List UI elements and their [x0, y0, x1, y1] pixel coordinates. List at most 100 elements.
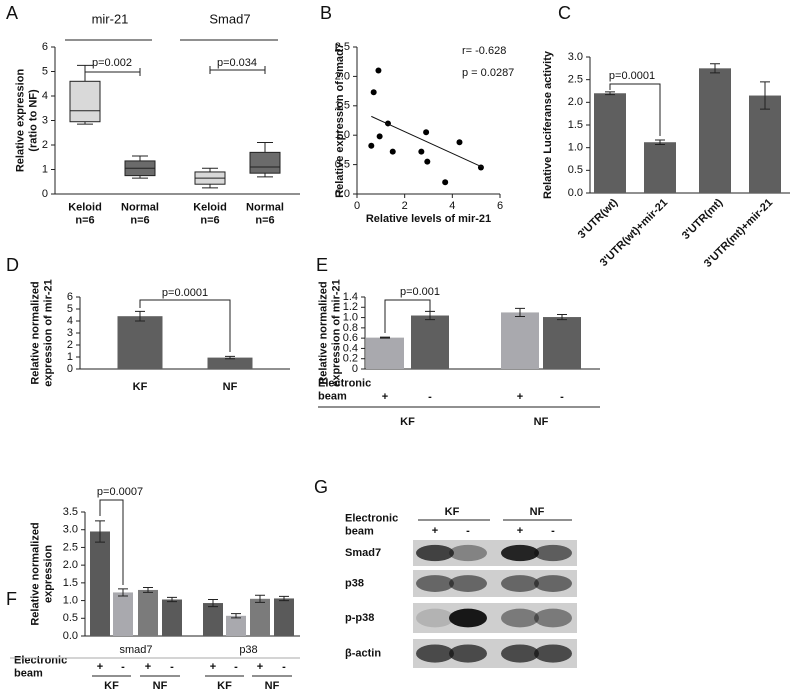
- y-tick-label: 2.0: [63, 559, 78, 571]
- beam-label: -: [234, 661, 238, 673]
- error-bar: [710, 63, 720, 74]
- y-tick-label: 1.5: [335, 100, 350, 112]
- panel-label: A: [6, 3, 18, 23]
- panel-label: C: [558, 3, 571, 23]
- panel-label: B: [320, 3, 332, 23]
- y-tick-label: 1.0: [343, 311, 358, 323]
- whisker-low: [257, 173, 273, 178]
- error-bar: [557, 313, 567, 321]
- band: [449, 608, 487, 628]
- beam-label: -: [560, 391, 564, 403]
- y-tick-label: 0.0: [63, 630, 78, 642]
- beam-label: +: [517, 525, 523, 537]
- x-tick-label: 6: [497, 200, 503, 212]
- error-bar: [167, 596, 177, 603]
- y-axis-label: Relative Luciferanse activity: [542, 50, 554, 199]
- y-tick-label: 1.2: [343, 301, 358, 313]
- y-tick-label: 0.6: [343, 332, 358, 344]
- y-tick-label: 2.0: [335, 70, 350, 82]
- point: [423, 129, 430, 136]
- blot-strip: [413, 603, 577, 633]
- protein-label: β-actin: [345, 647, 381, 659]
- y-tick-label: 1.0: [335, 129, 350, 141]
- bar: [594, 93, 626, 193]
- bar: [250, 598, 270, 636]
- x-tick-label: 3'UTR(wt): [576, 196, 621, 241]
- group-label: KF: [217, 680, 232, 692]
- panel-label: G: [314, 477, 328, 497]
- error-bar: [760, 81, 770, 110]
- whisker-high: [257, 142, 273, 153]
- error-bar: [380, 336, 390, 339]
- y-tick-label: 3.0: [63, 524, 78, 536]
- y-tick-label: 0: [42, 188, 48, 200]
- band: [501, 575, 539, 592]
- bar: [162, 599, 182, 636]
- error-bar: [515, 307, 525, 318]
- x-tick-label: Normal n=6: [121, 202, 159, 227]
- row-label: Electronic beam: [345, 513, 398, 538]
- x-axis-label: Relative levels of mir-21: [366, 213, 491, 225]
- point: [375, 67, 382, 74]
- bar: [113, 592, 133, 636]
- x-tick-label: Keloid n=6: [68, 202, 102, 227]
- x-tick-label: KF: [133, 381, 148, 393]
- x-tick-label: 0: [354, 200, 360, 212]
- x-tick-label: Keloid n=6: [193, 202, 227, 227]
- y-tick-label: 0.0: [568, 187, 583, 199]
- y-tick-label: 2.5: [335, 41, 350, 53]
- beam-label: -: [282, 661, 286, 673]
- group-label: NF: [265, 680, 280, 692]
- panel-label: E: [316, 255, 328, 275]
- bar: [226, 615, 246, 636]
- y-tick-label: 1.4: [343, 291, 358, 303]
- x-tick-label: p38: [239, 644, 257, 656]
- error-bar: [95, 520, 105, 543]
- y-tick-label: 4: [42, 90, 48, 102]
- bracket: [384, 299, 431, 333]
- y-axis-label: Relative normalizedexpression: [30, 522, 55, 625]
- bracket: [209, 66, 266, 74]
- y-tick-label: 1.0: [568, 142, 583, 154]
- y-tick-label: 2.5: [63, 541, 78, 553]
- error-bar: [143, 586, 153, 593]
- group-label: KF: [445, 506, 460, 518]
- box: [249, 151, 281, 174]
- error-bar: [118, 588, 128, 597]
- bar: [203, 603, 223, 636]
- band: [449, 544, 487, 562]
- bracket: [99, 499, 124, 585]
- error-bar: [605, 91, 615, 96]
- band: [416, 544, 454, 562]
- band: [534, 544, 572, 562]
- x-tick-label: 3'UTR(mt): [680, 196, 726, 242]
- x-tick-label: NF: [534, 416, 549, 428]
- bar: [207, 357, 253, 369]
- x-tick-label: 2: [402, 200, 408, 212]
- beam-label: -: [551, 525, 555, 537]
- bar: [543, 317, 581, 369]
- x-tick-label: smad7: [119, 644, 152, 656]
- beam-label: -: [170, 661, 174, 673]
- beam-label: +: [210, 661, 216, 673]
- group-label: KF: [104, 680, 119, 692]
- y-tick-label: 1.5: [63, 577, 78, 589]
- band: [534, 608, 572, 628]
- annotation: p = 0.0287: [462, 67, 514, 79]
- annotation: r= -0.628: [462, 45, 506, 57]
- error-bar: [135, 310, 145, 322]
- y-tick-label: 5: [67, 303, 73, 315]
- y-tick-label: 2.0: [568, 96, 583, 108]
- y-tick-label: 1: [67, 351, 73, 363]
- point: [424, 158, 431, 165]
- band: [501, 644, 539, 663]
- band: [416, 644, 454, 663]
- y-tick-label: 2: [42, 139, 48, 151]
- y-tick-label: 2: [67, 339, 73, 351]
- y-axis-label: Relative expression(ratio to NF): [15, 69, 40, 173]
- group-label: NF: [153, 680, 168, 692]
- group-label: Smad7: [209, 11, 250, 26]
- error-bar: [255, 594, 265, 603]
- beam-label: +: [145, 661, 151, 673]
